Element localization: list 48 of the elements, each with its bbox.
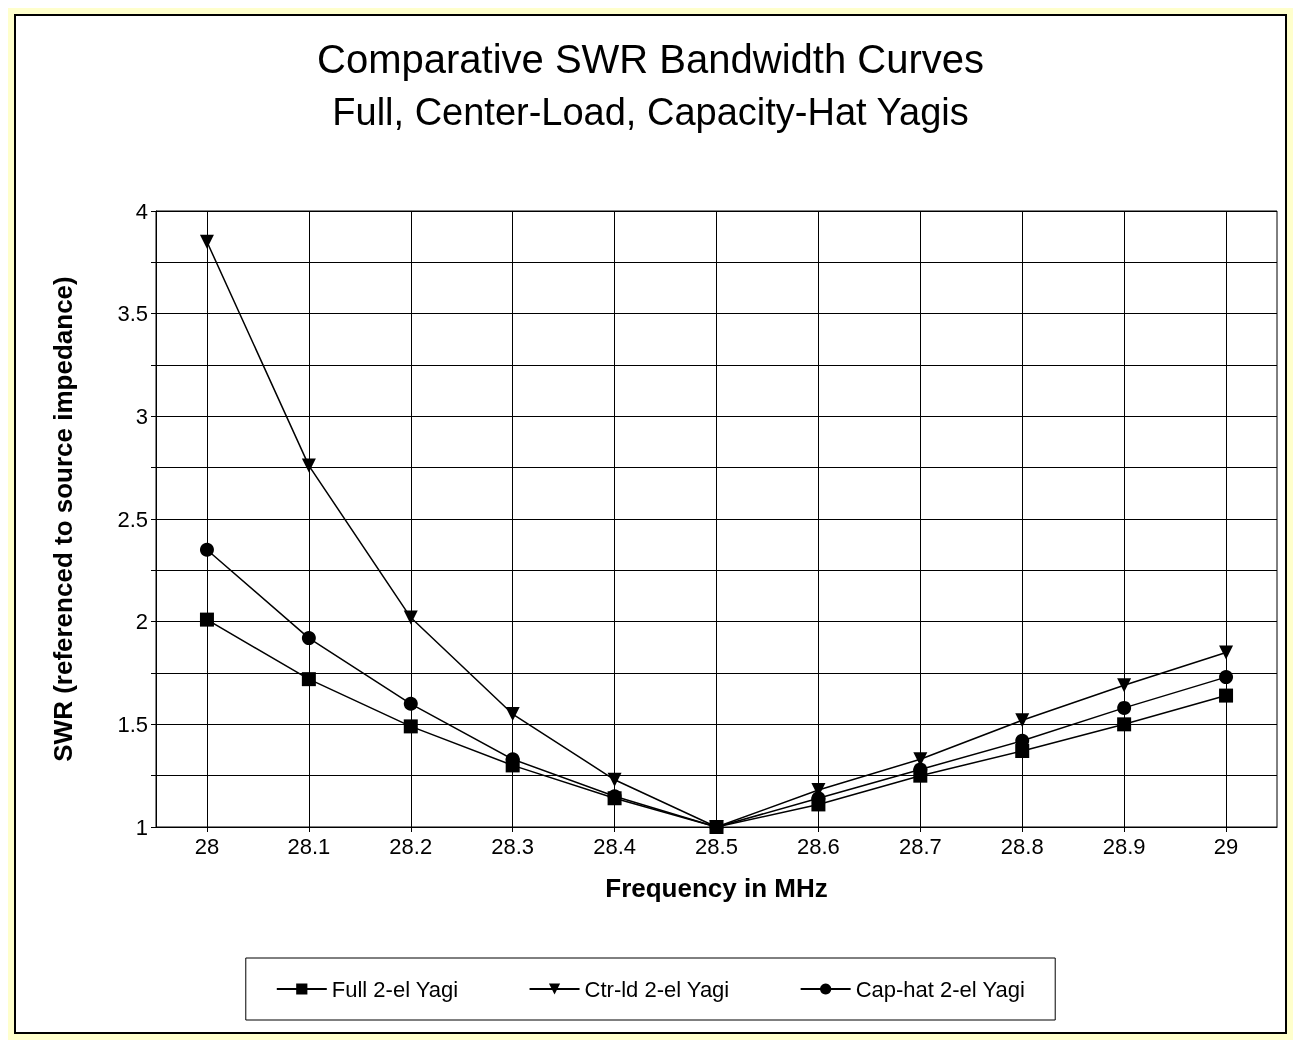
x-tick-label: 28.9 [1102,833,1146,859]
x-tick-label: 28.5 [695,833,738,859]
y-tick-label: 1.5 [117,711,148,737]
x-tick-label: 28 [194,833,220,859]
x-tick-label: 28.7 [898,833,942,859]
point [1117,717,1132,732]
x-tick-label: 28.8 [1000,833,1044,859]
point [1219,645,1234,660]
y-tick-label: 2 [135,609,148,635]
y-tick-label: 3.5 [117,301,148,327]
point [709,820,724,834]
point [403,696,418,711]
point [1117,700,1132,715]
point [1015,713,1030,728]
point [403,610,418,625]
point [1015,744,1030,759]
point [1219,688,1234,703]
point [505,707,520,722]
x-tick-label: 28.4 [593,833,636,859]
point [199,542,214,557]
point [913,768,928,783]
y-tick-label: 1 [135,814,148,840]
x-tick-label: 28.2 [389,833,433,859]
x-tick-label: 29 [1213,833,1239,859]
point [199,612,214,627]
point [607,772,622,787]
point [1117,678,1132,693]
legend-label: Full 2-el Yagi [331,976,459,1002]
y-tick-label: 2.5 [117,506,148,532]
point [301,458,316,473]
y-tick-label: 4 [135,198,148,224]
y-tick-label: 3 [135,403,148,429]
x-tick-label: 28.3 [491,833,535,859]
point [1219,670,1234,685]
legend-label: Ctr-ld 2-el Yagi [584,976,730,1002]
chart-subtitle: Full, Center-Load, Capacity-Hat Yagis [332,91,969,133]
chart-title: Comparative SWR Bandwidth Curves [317,37,984,81]
point [199,234,214,249]
y-axis-title: SWR (referenced to source impedance) [48,276,78,762]
x-axis-title: Frequency in MHz [605,873,828,903]
point [301,631,316,646]
legend-label: Cap-hat 2-el Yagi [855,976,1025,1002]
point [505,758,520,773]
x-tick-label: 28.6 [797,833,840,859]
point [811,797,826,812]
x-tick-label: 28.1 [287,833,331,859]
point [403,719,418,734]
point [301,672,316,687]
